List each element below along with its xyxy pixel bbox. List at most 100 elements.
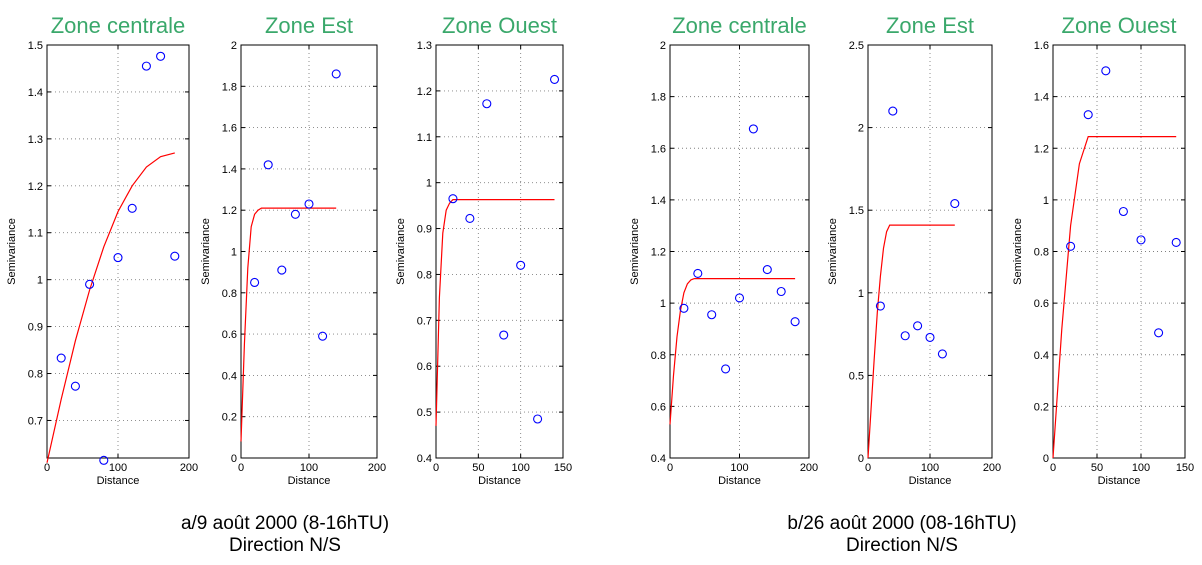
observed-point [482, 99, 492, 109]
y-tick-label: 0.9 [28, 322, 43, 334]
x-tick-label: 100 [921, 462, 939, 474]
observed-point [170, 251, 180, 261]
y-tick-label: 1.8 [222, 81, 237, 93]
observed-point [85, 279, 95, 289]
x-axis-label: Distance [909, 475, 952, 487]
y-tick-label: 1.4 [1034, 92, 1049, 104]
x-axis-label: Distance [288, 475, 331, 487]
observed-point [875, 301, 885, 311]
y-tick-label: 1.5 [28, 40, 43, 52]
observed-point [707, 310, 717, 320]
observed-point [516, 260, 526, 270]
chart-panel: 0 100 200 0 0.5 1 1.5 2 2.5 Zone Est Distance Semiv… [827, 13, 1001, 487]
x-axis-label: Distance [1098, 475, 1141, 487]
observed-point [318, 331, 328, 341]
y-tick-label: 1.4 [222, 164, 237, 176]
y-axis-label: Semivariance [629, 218, 641, 285]
observed-point [290, 209, 300, 219]
observed-point [721, 364, 731, 374]
y-tick-label: 0.8 [417, 269, 432, 281]
observed-point [925, 332, 935, 342]
x-tick-label: 0 [433, 462, 439, 474]
caption-direction-august-9: Direction N/S [229, 535, 341, 556]
y-tick-label: 1.3 [417, 40, 432, 52]
observed-point [900, 331, 910, 341]
fitted-model-curve [1052, 136, 1177, 459]
observed-point [762, 265, 772, 275]
y-tick-label: 0.7 [417, 315, 432, 327]
observed-point [950, 199, 960, 209]
observed-point [56, 353, 66, 363]
chart-panel: 0 50 100 150 0.4 0.5 0.6 0.7 0.8 0.9 1 1.1 1.2 1.3 Zon… [395, 13, 572, 487]
y-tick-label: 1.1 [28, 228, 43, 240]
observed-point [734, 293, 745, 303]
observed-point [549, 74, 560, 84]
y-tick-label: 0.4 [222, 370, 237, 382]
chart-title: Zone Est [886, 13, 974, 38]
fitted-model-curve [669, 278, 796, 425]
y-tick-label: 1.2 [417, 86, 432, 98]
observed-point [263, 160, 273, 170]
y-tick-label: 2 [231, 40, 237, 52]
x-tick-label: 200 [180, 462, 198, 474]
y-axis-label: Semivariance [200, 218, 212, 285]
plot-frame [46, 44, 190, 459]
y-tick-label: 1.6 [222, 123, 237, 135]
y-tick-label: 1 [858, 288, 864, 300]
x-tick-label: 0 [1050, 462, 1056, 474]
observed-point [1171, 237, 1181, 248]
y-axis-label: Semivariance [1012, 218, 1024, 285]
observed-point [304, 199, 314, 209]
chart-title: Zone centrale [51, 13, 186, 38]
y-tick-label: 0.6 [417, 361, 432, 373]
chart-title: Zone Ouest [1062, 13, 1177, 38]
y-tick-label: 0.2 [1034, 401, 1049, 413]
chart-title: Zone centrale [672, 13, 807, 38]
x-tick-label: 100 [511, 462, 529, 474]
fitted-model-curve [240, 207, 337, 442]
observed-point [156, 51, 166, 61]
caption-direction-august-26: Direction N/S [846, 535, 958, 556]
y-tick-label: 1 [1043, 195, 1049, 207]
y-axis-label: Semivariance [827, 218, 839, 285]
y-tick-label: 0.6 [1034, 298, 1049, 310]
observed-point [913, 321, 923, 331]
chart-panel: 0 100 200 0 0.2 0.4 0.6 0.8 1 1.2 1.4 1.6 1.8 2 Zone E… [200, 13, 386, 487]
caption-date-august-26: b/26 août 2000 (08-16hTU) [787, 513, 1017, 534]
observed-point [1066, 241, 1076, 251]
y-axis-label: Semivariance [395, 218, 407, 285]
y-tick-label: 0.4 [1034, 350, 1049, 362]
y-tick-label: 1.4 [651, 195, 666, 207]
x-tick-label: 200 [368, 462, 386, 474]
y-tick-label: 0.6 [651, 401, 666, 413]
y-tick-label: 1.4 [28, 87, 43, 99]
chart-panel: 0 100 200 0.4 0.6 0.8 1 1.2 1.4 1.6 1.8 2 Zone centr… [629, 13, 818, 487]
y-tick-label: 2 [858, 123, 864, 135]
y-tick-label: 0 [858, 453, 864, 465]
chart-title: Zone Est [265, 13, 353, 38]
fitted-model-curve [867, 224, 955, 459]
y-tick-label: 1.6 [1034, 40, 1049, 52]
y-tick-label: 0.7 [28, 415, 43, 427]
y-tick-label: 0.4 [417, 453, 432, 465]
observed-point [533, 414, 543, 424]
observed-point [448, 194, 458, 204]
observed-point [1101, 66, 1111, 76]
observed-point [250, 277, 260, 288]
plot-frame [867, 44, 993, 459]
caption-august-9: a/9 août 2000 (8-16hTU) Direction N/S [75, 513, 495, 557]
observed-point [465, 213, 475, 224]
observed-point [748, 124, 758, 134]
y-tick-label: 1.5 [849, 205, 864, 217]
x-tick-label: 50 [472, 462, 484, 474]
x-axis-label: Distance [718, 475, 761, 487]
observed-point [937, 349, 947, 359]
observed-point [277, 265, 287, 275]
observed-point [1154, 328, 1164, 338]
x-tick-label: 200 [983, 462, 1001, 474]
y-tick-label: 0.6 [222, 329, 237, 341]
chart-panel: 0 50 100 150 0 0.2 0.4 0.6 0.8 1 1.2 1.4 1.6 Zone Oue… [1012, 13, 1194, 487]
x-tick-label: 0 [865, 462, 871, 474]
caption-august-26: b/26 août 2000 (08-16hTU) Direction N/S [692, 513, 1112, 557]
